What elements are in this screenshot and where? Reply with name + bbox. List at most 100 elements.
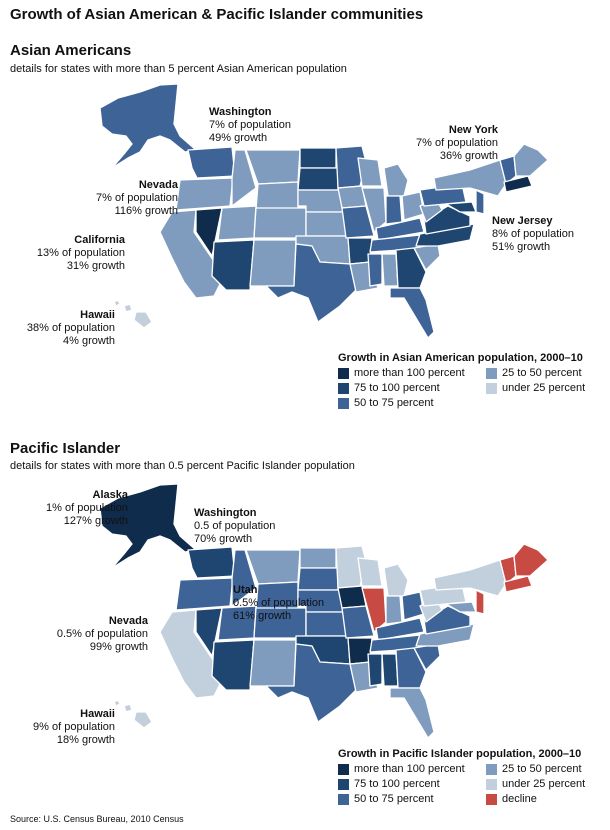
- pacific-subheading: details for states with more than 0.5 pe…: [10, 460, 355, 472]
- asian-legend-item: 25 to 50 percent: [486, 367, 606, 379]
- legend-swatch: [486, 382, 497, 394]
- pacific-state-texas: [265, 643, 357, 723]
- pacific-state-florida: [389, 687, 435, 739]
- pacific-legend: Growth in Pacific Islander population, 2…: [338, 748, 606, 805]
- asian-annotation-hawaii: Hawaii 38% of population 4% growth: [26, 309, 115, 347]
- asian-state-michigan: [383, 163, 409, 197]
- asian-state-texas: [265, 243, 357, 323]
- pacific-legend-item: decline: [486, 793, 606, 805]
- asian-annotation-nevada: Nevada 7% of population 116% growth: [96, 179, 178, 217]
- asian-map: [99, 83, 549, 339]
- asian-state-maine: [513, 143, 549, 177]
- asian-state-washington: [187, 146, 236, 179]
- pacific-state-virginia: [423, 605, 471, 635]
- pacific-legend-item: more than 100 percent: [338, 763, 486, 775]
- asian-state-missouri: [341, 205, 375, 239]
- pacific-legend-item: 50 to 75 percent: [338, 793, 486, 805]
- source-note: Source: U.S. Census Bureau, 2010 Census: [10, 814, 184, 824]
- pacific-state-alabama: [381, 653, 399, 687]
- asian-state-new-york: [433, 159, 507, 197]
- asian-state-wisconsin: [357, 157, 383, 187]
- asian-legend-item: 50 to 75 percent: [338, 397, 486, 409]
- asian-state-massachusetts: [503, 175, 533, 193]
- asian-state-colorado: [253, 207, 307, 239]
- asian-state-florida: [389, 287, 435, 339]
- legend-swatch: [338, 778, 349, 790]
- asian-heading: Asian Americans: [10, 42, 132, 59]
- asian-state-arizona: [211, 239, 255, 291]
- asian-state-mississippi: [367, 253, 383, 287]
- pacific-state-hawaii: [113, 699, 153, 729]
- asian-state-montana: [245, 149, 301, 185]
- asian-state-maryland: [445, 201, 477, 213]
- pacific-state-nevada: [195, 607, 223, 657]
- pacific-state-montana: [245, 549, 301, 585]
- pacific-state-maryland: [445, 601, 477, 613]
- asian-legend-title: Growth in Asian American population, 200…: [338, 352, 583, 364]
- legend-swatch: [486, 367, 497, 379]
- asian-state-new-mexico: [249, 239, 297, 287]
- asian-state-kansas: [305, 211, 347, 237]
- asian-state-wyoming: [255, 181, 299, 211]
- asian-state-georgia: [395, 247, 427, 289]
- pacific-state-new-york: [433, 559, 507, 597]
- asian-legend-item: under 25 percent: [486, 382, 606, 394]
- asian-state-south-dakota: [297, 167, 339, 191]
- asian-state-california: [159, 209, 225, 299]
- asian-state-new-jersey: [475, 189, 485, 215]
- pacific-state-oregon: [175, 577, 234, 611]
- asian-annotation-california: California 13% of population 31% growth: [36, 234, 125, 272]
- pacific-map: [99, 483, 549, 739]
- asian-annotation-new-york: New York 7% of population 36% growth: [416, 124, 498, 162]
- legend-swatch: [338, 793, 349, 805]
- pacific-state-kentucky: [375, 617, 425, 641]
- asian-annotation-washington: Washington 7% of population 49% growth: [209, 106, 291, 144]
- pacific-state-indiana: [385, 595, 403, 625]
- legend-swatch: [486, 763, 497, 775]
- pacific-state-massachusetts: [503, 575, 533, 593]
- pacific-legend-title: Growth in Pacific Islander population, 2…: [338, 748, 582, 760]
- pacific-state-michigan: [383, 563, 409, 597]
- pacific-state-georgia: [395, 647, 427, 689]
- legend-swatch: [338, 397, 349, 409]
- pacific-annotation-nevada: Nevada 0.5% of population 99% growth: [56, 615, 148, 653]
- pacific-state-arizona: [211, 639, 255, 691]
- asian-state-oregon: [175, 177, 234, 211]
- pacific-annotation-alaska: Alaska 1% of population 127% growth: [46, 489, 128, 527]
- pacific-state-north-dakota: [299, 547, 337, 569]
- asian-legend-item: 75 to 100 percent: [338, 382, 486, 394]
- legend-swatch: [338, 382, 349, 394]
- pacific-state-maine: [513, 543, 549, 577]
- legend-swatch: [338, 763, 349, 775]
- pacific-state-washington: [187, 546, 236, 579]
- legend-swatch: [486, 793, 497, 805]
- pacific-state-alaska: [99, 483, 197, 569]
- asian-state-hawaii: [113, 299, 153, 329]
- pacific-state-new-jersey: [475, 589, 485, 615]
- pacific-legend-item: 75 to 100 percent: [338, 778, 486, 790]
- pacific-annotation-hawaii: Hawaii 9% of population 18% growth: [33, 708, 115, 746]
- asian-state-virginia: [423, 205, 471, 235]
- pacific-legend-item: 25 to 50 percent: [486, 763, 606, 775]
- pacific-state-mississippi: [367, 653, 383, 687]
- asian-legend-item: more than 100 percent: [338, 367, 486, 379]
- pacific-legend-item: under 25 percent: [486, 778, 606, 790]
- pacific-annotation-utah: Utah 0.5% of population 61% growth: [233, 584, 325, 622]
- pacific-state-idaho: [231, 549, 257, 607]
- page-title: Growth of Asian American & Pacific Islan…: [10, 6, 424, 23]
- asian-subheading: details for states with more than 5 perc…: [10, 63, 347, 75]
- pacific-state-wisconsin: [357, 557, 383, 587]
- pacific-state-new-mexico: [249, 639, 297, 687]
- asian-legend: Growth in Asian American population, 200…: [338, 352, 606, 409]
- asian-state-nevada: [195, 207, 223, 257]
- pacific-heading: Pacific Islander: [10, 440, 121, 457]
- asian-state-north-dakota: [299, 147, 337, 169]
- pacific-annotation-washington: Washington 0.5 of population 70% growth: [194, 507, 276, 545]
- pacific-state-california: [159, 609, 225, 699]
- pacific-state-missouri: [341, 605, 375, 639]
- legend-swatch: [338, 367, 349, 379]
- asian-annotation-new-jersey: New Jersey 8% of population 51% growth: [492, 215, 574, 253]
- asian-state-idaho: [231, 149, 257, 207]
- asian-state-indiana: [385, 195, 403, 225]
- legend-swatch: [486, 778, 497, 790]
